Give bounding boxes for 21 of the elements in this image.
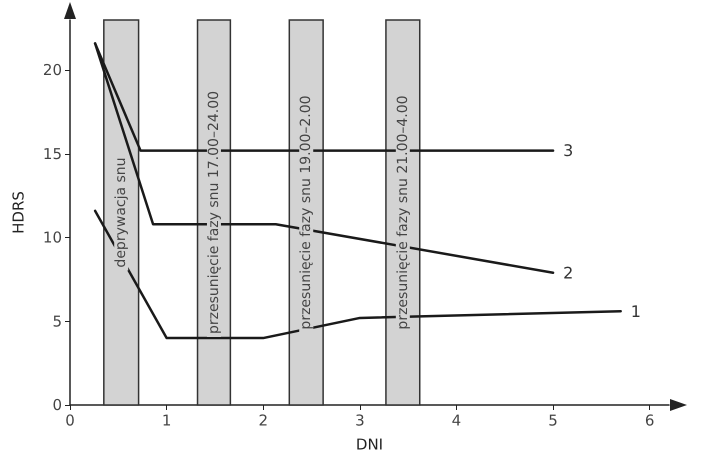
x-tick-label: 4 bbox=[452, 412, 462, 430]
series-label: 1 bbox=[630, 302, 641, 321]
band-label: przesunięcie fazy snu 19.00–2.00 bbox=[298, 95, 314, 330]
x-axis-title: DNI bbox=[356, 436, 384, 454]
y-tick-label: 15 bbox=[42, 144, 62, 163]
y-tick-label: 20 bbox=[42, 61, 62, 80]
series-label: 2 bbox=[563, 263, 574, 282]
band-label: deprywacja snu bbox=[113, 157, 130, 268]
y-tick-label: 10 bbox=[42, 228, 62, 247]
x-tick-label: 1 bbox=[162, 412, 172, 430]
x-tick-label: 5 bbox=[548, 412, 558, 430]
x-tick-label: 2 bbox=[258, 412, 268, 430]
y-tick-label: 5 bbox=[52, 312, 62, 330]
x-tick-label: 6 bbox=[644, 412, 654, 430]
series-label: 3 bbox=[563, 141, 574, 160]
y-axis-title: HDRS bbox=[10, 191, 28, 234]
x-tick-label: 0 bbox=[65, 412, 75, 430]
x-tick-label: 3 bbox=[355, 412, 365, 430]
band-label: przesunięcie fazy snu 17.00–24.00 bbox=[206, 90, 222, 334]
band-label: przesunięcie fazy snu 21.00–4.00 bbox=[394, 95, 411, 330]
y-tick-label: 0 bbox=[52, 396, 62, 414]
